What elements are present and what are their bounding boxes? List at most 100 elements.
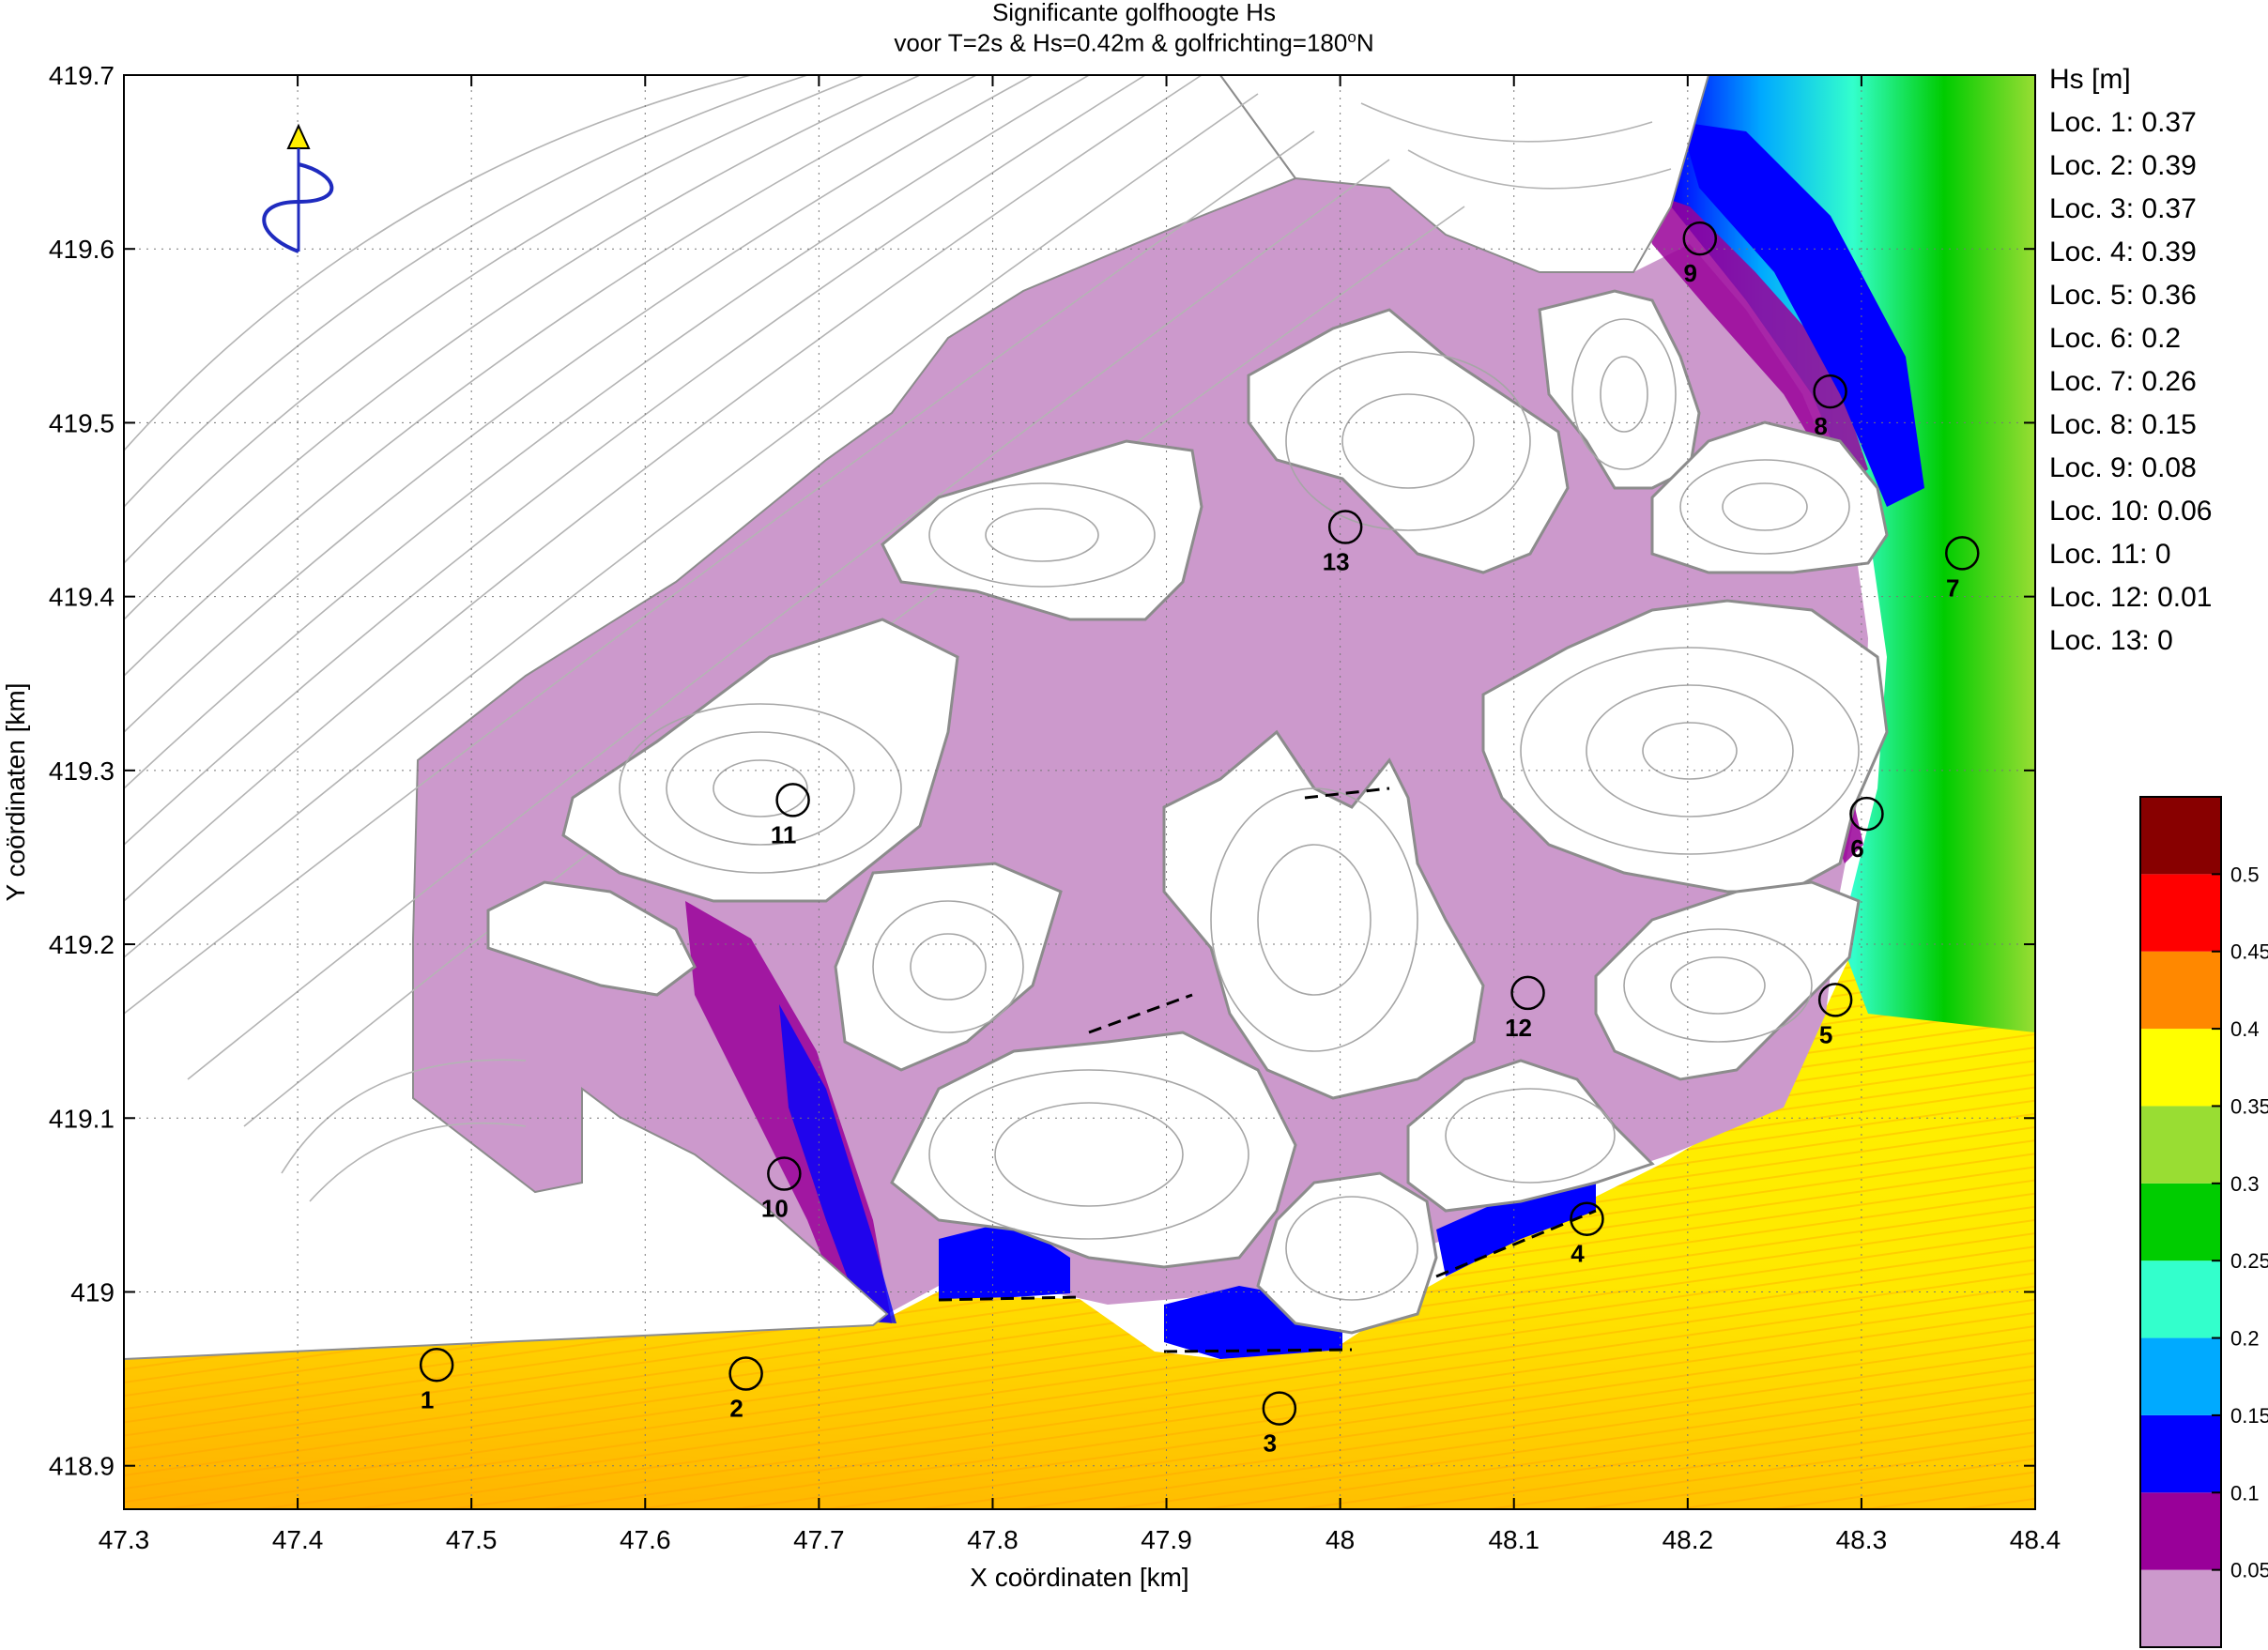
harbour-building [486,880,697,997]
location-13-circle [1327,510,1363,544]
colorbar-swatch [2140,1492,2221,1570]
x-tick-label: 47.7 [793,1525,845,1554]
y-axis-ticks: 418.9419419.1419.2419.3419.4419.5419.641… [49,61,2035,1481]
location-6-label: 6 [1850,834,1863,863]
y-tick-label: 419.4 [49,583,115,612]
location-4-circle [1570,1201,1604,1236]
colorbar-tick-label: 0.2 [2230,1327,2260,1351]
colorbar-tick-label: 0.25 [2230,1249,2268,1273]
north-gap-plume [1633,188,1868,488]
legend-entry: Loc. 10: 0.06 [2049,496,2213,527]
y-tick-label: 419.6 [49,235,115,264]
colorbar-swatch [2140,797,2221,875]
location-7-circle [1945,536,1980,571]
colorbar-tick-label: 0.45 [2230,940,2268,964]
y-tick-label: 419.3 [49,756,115,786]
y-tick-label: 419 [70,1277,115,1306]
legend-entry: Loc. 1: 0.37 [2049,107,2197,138]
location-1-label: 1 [421,1385,434,1413]
legend-entry: Loc. 7: 0.26 [2049,366,2197,397]
grid-lines [124,74,2035,1509]
y-tick-label: 419.5 [49,408,115,437]
colorbar-frame [2139,796,2222,1648]
colorbar-swatch [2140,874,2221,952]
axes-frame [123,74,2036,1510]
colorbar-swatch [2140,1414,2221,1493]
y-tick-label: 418.9 [49,1452,115,1481]
location-6-circle [1849,796,1884,832]
location-13-label: 13 [1323,548,1350,576]
colorbar: 0.05 0.1 0.15 0.2 0.25 0.3 0.35 0.4 0.45 0.5 [2139,796,2268,1648]
legend-title: Hs [m] [2049,64,2131,95]
chart-title-line-1: Significante golfhoogte Hs [991,0,1277,26]
x-tick-label: 48.2 [1663,1525,1714,1554]
colorbar-tick-label: 0.5 [2230,863,2260,886]
location-5-circle [1817,983,1853,1017]
map-layers [124,75,2035,1509]
location-4-label: 4 [1571,1240,1585,1268]
colorbar-tick-label: 0.35 [2230,1094,2268,1118]
legend-entry: Loc. 5: 0.36 [2049,280,2197,311]
island-south-centre [1256,1171,1438,1335]
legend-entry: Loc. 2: 0.39 [2049,150,2197,181]
location-11-label: 11 [771,820,797,848]
colorbar-swatch [2140,1260,2221,1338]
location-legend: Hs [m] Loc. 1: 0.37 Loc. 2: 0.39 Loc. 3: 0… [2049,58,2212,663]
title-degree-sup: o [1347,28,1356,46]
legend-entry: Loc. 6: 0.2 [2049,323,2182,354]
island-south-east [1406,1059,1655,1213]
south-basin-west [939,1220,1070,1299]
y-axis-label: Y coördinaten [km] [1,683,30,902]
island-north-west [881,439,1203,621]
y-tick-label: 419.7 [49,61,115,90]
colorbar-swatch [2140,1106,2221,1184]
colorbar-tick-label: 0.05 [2230,1559,2268,1582]
legend-entries: Loc. 1: 0.37 Loc. 2: 0.39 Loc. 3: 0.37 Loc.… [2049,101,2212,663]
location-3-circle [1262,1391,1297,1426]
x-tick-label: 48.3 [1836,1525,1888,1554]
chart-title-line-2: voor T=2s & Hs=0.42m & golfrichting=180o… [0,28,2268,58]
x-tick-label: 47.6 [620,1525,671,1554]
colorbar-tick-label: 0.15 [2230,1404,2268,1428]
location-8-label: 8 [1814,412,1827,440]
location-5-label: 5 [1819,1020,1832,1048]
location-12-circle [1510,975,1545,1011]
legend-entry: Loc. 12: 0.01 [2049,582,2213,613]
location-10-label: 10 [761,1195,789,1223]
location-8-circle [1813,374,1847,409]
legend-entry: Loc. 4: 0.39 [2049,237,2197,267]
wave-sine-icon [262,162,334,253]
island-west-small [834,862,1063,1072]
x-tick-label: 48 [1326,1525,1355,1554]
colorbar-tick-label: 0.3 [2230,1172,2260,1196]
location-7-label: 7 [1946,573,1959,602]
colorbar-swatch [2140,1183,2221,1261]
x-axis-ticks: 47.3 47.4 47.5 47.6 47.7 47.8 47.9 48 48.1 48.2 48… [99,75,2061,1554]
dune-land-northwest [124,75,1297,1361]
location-3-label: 3 [1264,1429,1277,1458]
colorbar-tick-label: 0.4 [2230,1017,2260,1041]
island-east-middle [1481,599,1889,894]
legend-entry: Loc. 9: 0.08 [2049,452,2197,483]
title-line-2-unit: N [1356,28,1374,57]
location-2-circle [728,1356,763,1391]
north-land-east [1218,75,1710,273]
location-12-label: 12 [1505,1014,1532,1042]
colorbar-tick-label: 0.1 [2230,1481,2260,1505]
colorbar-swatch [2140,1029,2221,1107]
legend-entry: Loc. 11: 0 [2049,539,2171,570]
west-gap-plume-blue [779,1004,896,1323]
location-2-label: 2 [729,1395,743,1423]
x-tick-label: 48.4 [2010,1525,2061,1554]
legend-entry: Loc. 3: 0.37 [2049,193,2197,224]
location-9-circle [1682,221,1718,256]
y-tick-label: 419.1 [49,1104,115,1133]
location-9-label: 9 [1684,259,1697,287]
location-10-circle [767,1156,802,1191]
location-1-circle [419,1348,454,1383]
x-tick-label: 47.9 [1141,1525,1192,1554]
x-tick-label: 47.4 [272,1525,324,1554]
legend-entry: Loc. 13: 0 [2049,625,2173,656]
